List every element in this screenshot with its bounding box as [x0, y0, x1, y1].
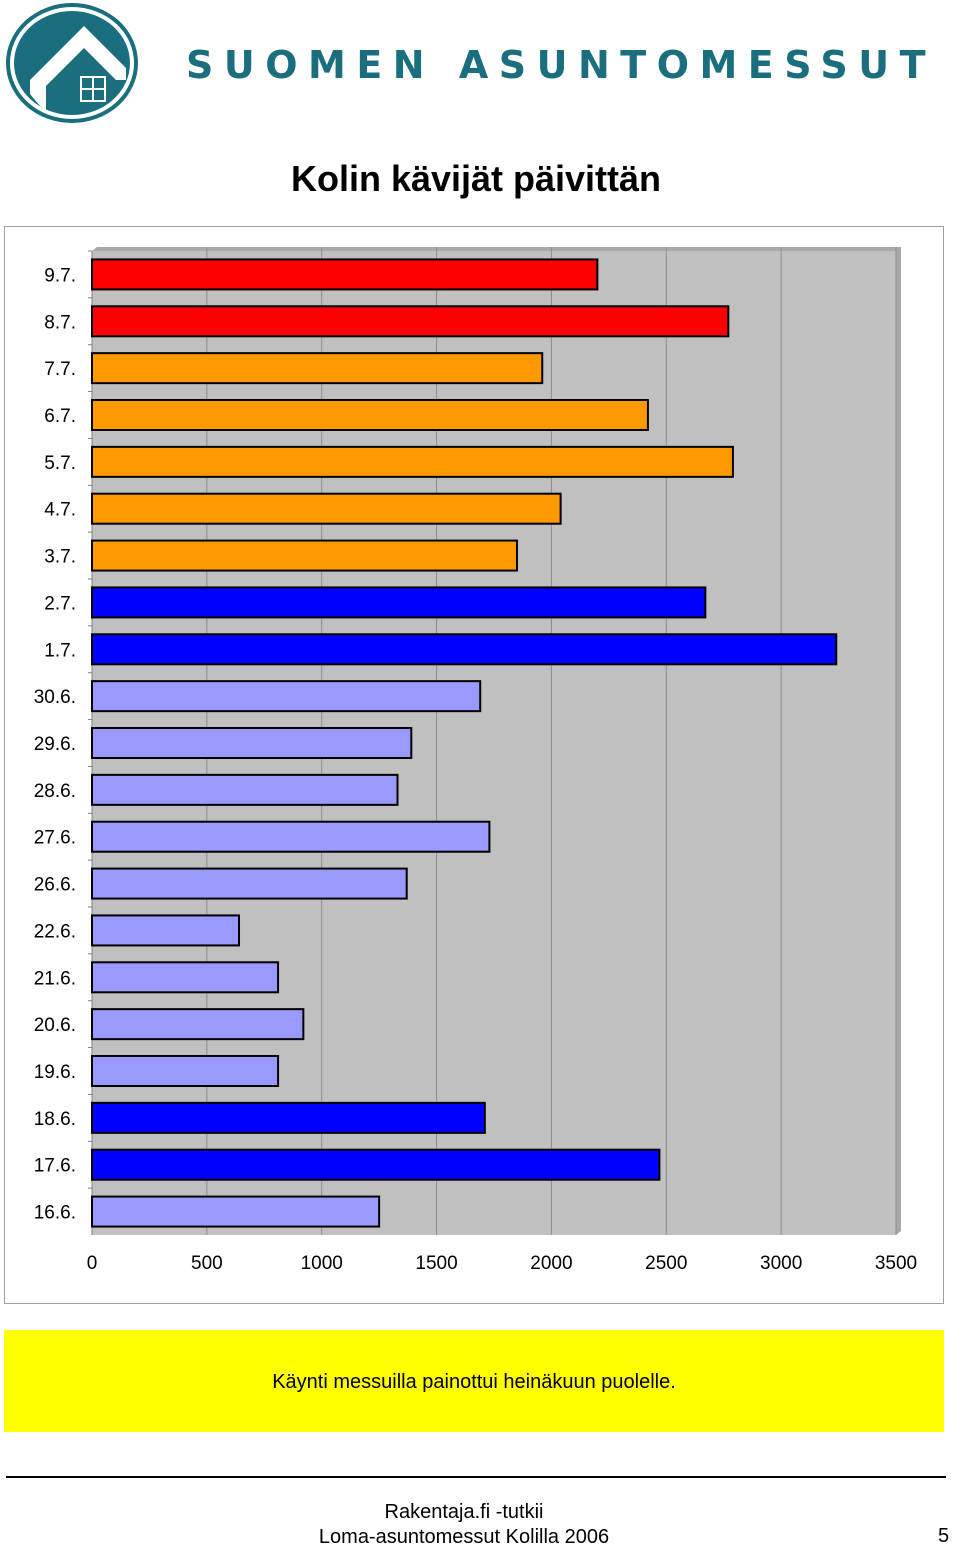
y-tick-label: 20.6. — [34, 1015, 76, 1036]
bar — [91, 633, 838, 666]
bar — [91, 867, 408, 900]
y-tick-label: 30.6. — [34, 687, 76, 708]
bar-chart: 0 500 1000 1500 2000 2500 3000 3500 9.7. 8.7. 7.7.… — [34, 247, 917, 1274]
x-tick-label: 3500 — [875, 1253, 917, 1274]
note-box: Käynti messuilla painottui heinäkuun puo… — [4, 1330, 944, 1432]
bar — [91, 352, 544, 385]
y-tick-label: 16.6. — [34, 1203, 76, 1224]
y-tick-label: 9.7. — [44, 265, 76, 286]
page-number: 5 — [938, 1525, 950, 1547]
bar — [91, 305, 730, 338]
bar — [91, 914, 241, 947]
y-tick-label: 22.6. — [34, 921, 76, 942]
y-tick-label: 26.6. — [34, 875, 76, 896]
y-tick-label: 8.7. — [44, 312, 76, 333]
bar — [91, 1148, 661, 1181]
y-tick-label: 19.6. — [34, 1062, 76, 1083]
bar — [91, 1101, 486, 1134]
note-text: Käynti messuilla painottui heinäkuun puo… — [272, 1370, 676, 1393]
bar — [91, 399, 649, 431]
bar — [91, 1055, 280, 1087]
footer-event: Loma-asuntomessut Kolilla 2006 — [318, 1526, 610, 1548]
x-tick-label: 1000 — [301, 1253, 343, 1274]
y-tick-label: 29.6. — [34, 734, 76, 755]
x-tick-label: 2000 — [530, 1253, 572, 1274]
house-logo-icon — [6, 3, 138, 123]
y-tick-label: 2.7. — [44, 593, 76, 614]
y-tick-label: 7.7. — [44, 359, 76, 380]
y-tick-label: 27.6. — [34, 828, 76, 849]
bar — [91, 586, 707, 619]
chart-title: Kolin kävijät päivittän — [290, 158, 662, 199]
y-tick-label: 5.7. — [44, 453, 76, 474]
y-tick-label: 28.6. — [34, 781, 76, 802]
bar — [91, 492, 562, 525]
bar — [91, 1195, 381, 1228]
x-tick-label: 2500 — [645, 1253, 687, 1274]
y-tick-label: 3.7. — [44, 547, 76, 568]
y-tick-label: 21.6. — [34, 968, 76, 989]
bar — [91, 773, 399, 806]
bar — [91, 539, 518, 572]
chart-frame: 0 500 1000 1500 2000 2500 3000 3500 9.7. 8.7. 7.7.… — [4, 226, 944, 1304]
y-tick-label: 4.7. — [44, 500, 76, 521]
brand-name: SUOMEN ASUNTOMESSUT — [186, 43, 937, 87]
x-tick-label: 500 — [191, 1253, 223, 1274]
footer-divider — [6, 1476, 946, 1478]
y-tick-label: 1.7. — [44, 640, 76, 661]
x-tick-label: 0 — [87, 1253, 98, 1274]
bar — [91, 445, 734, 478]
bar — [91, 820, 491, 853]
x-tick-label: 1500 — [415, 1253, 457, 1274]
bar — [91, 727, 413, 759]
y-tick-label: 6.7. — [44, 406, 76, 427]
y-tick-label: 18.6. — [34, 1109, 76, 1130]
bar — [91, 961, 280, 994]
footer-source: Rakentaja.fi -tutkii — [384, 1501, 544, 1523]
company-logo — [4, 2, 140, 124]
y-tick-label: 17.6. — [34, 1156, 76, 1177]
bar — [91, 680, 482, 713]
bar — [91, 1008, 305, 1041]
x-tick-label: 3000 — [760, 1253, 802, 1274]
bar — [91, 258, 599, 291]
